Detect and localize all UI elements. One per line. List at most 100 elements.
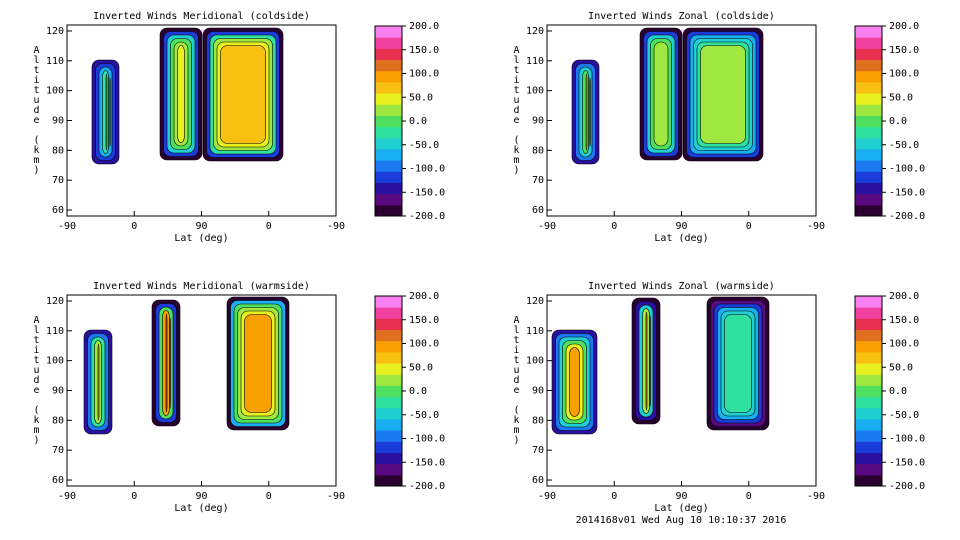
x-axis-label: Lat (deg) xyxy=(654,503,708,514)
x-axis-label: Lat (deg) xyxy=(174,233,228,244)
colorbar-tick-label: 0.0 xyxy=(409,386,427,397)
colorbar-band xyxy=(375,37,402,49)
colorbar-tick-label: 50.0 xyxy=(889,92,913,103)
x-tick-label: -90 xyxy=(538,221,556,232)
y-tick-label: 120 xyxy=(526,296,544,307)
colorbar-band xyxy=(375,160,402,172)
contour-region xyxy=(102,70,109,154)
colorbar-band xyxy=(855,160,882,172)
x-tick-label: 0 xyxy=(266,491,272,502)
contour-region xyxy=(165,313,168,413)
colorbar-tick-label: -150.0 xyxy=(409,457,445,468)
y-tick-label: 100 xyxy=(526,86,544,97)
contour-region xyxy=(105,73,108,151)
colorbar-band xyxy=(855,340,882,353)
contour-region xyxy=(244,314,272,413)
colorbar-tick-label: 50.0 xyxy=(889,362,913,373)
contour-region xyxy=(169,317,171,409)
colorbar-band xyxy=(375,396,402,409)
colorbar-band xyxy=(375,171,402,183)
colorbar-band xyxy=(855,452,882,465)
colorbar-tick-label: -150.0 xyxy=(409,187,445,198)
x-tick-label: 90 xyxy=(195,491,207,502)
colorbar-band xyxy=(375,329,402,342)
footer: 2014168v01 Wed Aug 10 10:10:37 2016 xyxy=(576,515,787,526)
colorbar-band xyxy=(375,48,402,61)
colorbar-band xyxy=(855,374,882,386)
y-tick-label: 110 xyxy=(526,56,544,67)
colorbar-tick-label: -100.0 xyxy=(409,434,445,445)
x-axis-label: Lat (deg) xyxy=(174,503,228,514)
x-tick-label: -90 xyxy=(327,491,345,502)
x-tick-label: -90 xyxy=(807,221,825,232)
colorbar-band xyxy=(375,318,402,331)
colorbar-tick-label: 100.0 xyxy=(409,339,439,350)
x-tick-label: 90 xyxy=(675,221,687,232)
colorbar-band xyxy=(375,340,402,353)
colorbar-band xyxy=(855,296,882,308)
colorbar-band xyxy=(375,430,402,442)
colorbar-band xyxy=(855,407,882,420)
contour-region xyxy=(653,41,669,147)
colorbar-tick-label: 200.0 xyxy=(409,291,439,302)
y-tick-label: 90 xyxy=(532,386,544,397)
contour-region xyxy=(220,45,266,144)
colorbar-band xyxy=(855,363,882,375)
x-tick-label: 0 xyxy=(611,221,617,232)
colorbar-tick-label: -100.0 xyxy=(889,434,925,445)
colorbar-band xyxy=(855,204,882,217)
colorbar-band xyxy=(375,363,402,375)
colorbar-tick-label: 150.0 xyxy=(889,315,919,326)
panel: Inverted Winds Meridional (warmside) Lat … xyxy=(31,281,445,514)
colorbar-tick-label: -200.0 xyxy=(409,481,445,492)
colorbar-band xyxy=(855,463,882,476)
colorbar-band xyxy=(375,137,402,150)
colorbar-band xyxy=(375,407,402,420)
colorbar-band xyxy=(855,148,882,161)
contour-region xyxy=(649,315,651,407)
x-tick-label: 0 xyxy=(611,491,617,502)
colorbar-tick-label: 100.0 xyxy=(889,339,919,350)
colorbar-band xyxy=(375,148,402,161)
colorbar-band xyxy=(375,126,402,139)
colorbar-band xyxy=(855,430,882,442)
colorbar-band xyxy=(375,70,402,83)
y-axis-label: Altitude (km) xyxy=(31,45,42,175)
colorbar-tick-label: 200.0 xyxy=(409,21,439,32)
y-tick-label: 60 xyxy=(532,205,544,216)
colorbar-band xyxy=(855,70,882,83)
x-tick-label: 0 xyxy=(266,221,272,232)
x-tick-label: -90 xyxy=(538,491,556,502)
x-axis-label: Lat (deg) xyxy=(654,233,708,244)
y-axis-label: Altitude (km) xyxy=(511,315,522,445)
y-tick-label: 120 xyxy=(526,26,544,37)
colorbar-tick-label: -200.0 xyxy=(889,481,925,492)
colorbar-band xyxy=(375,463,402,476)
x-tick-label: 90 xyxy=(195,221,207,232)
colorbar-tick-label: 50.0 xyxy=(409,362,433,373)
colorbar-band xyxy=(375,59,402,72)
colorbar-tick-label: 50.0 xyxy=(409,92,433,103)
y-tick-label: 70 xyxy=(52,175,64,186)
colorbar-band xyxy=(375,81,402,94)
y-tick-label: 110 xyxy=(46,56,64,67)
contour-region xyxy=(589,77,591,147)
colorbar-band xyxy=(375,182,402,195)
contour-region xyxy=(724,314,752,413)
colorbar-band xyxy=(855,137,882,150)
x-tick-label: -90 xyxy=(807,491,825,502)
x-tick-label: -90 xyxy=(327,221,345,232)
colorbar-band xyxy=(375,474,402,487)
panel-title: Inverted Winds Zonal (warmside) xyxy=(588,281,775,292)
colorbar-tick-label: 200.0 xyxy=(889,21,919,32)
colorbar-band xyxy=(855,351,882,364)
x-tick-label: 0 xyxy=(131,221,137,232)
colorbar-tick-label: -200.0 xyxy=(889,211,925,222)
colorbar-band xyxy=(375,452,402,465)
colorbar-band xyxy=(855,385,882,398)
y-axis-label: Altitude (km) xyxy=(31,315,42,445)
colorbar-tick-label: 200.0 xyxy=(889,291,919,302)
colorbar-band xyxy=(855,441,882,453)
contour-region xyxy=(109,77,111,147)
